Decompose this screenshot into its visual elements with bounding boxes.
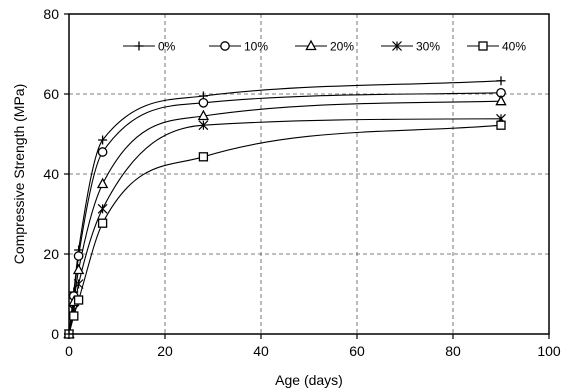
legend-item: 40% [467, 40, 526, 54]
data-point-marker [97, 147, 108, 157]
data-point-marker [97, 203, 108, 214]
grid-lines [69, 14, 549, 334]
legend-marker [305, 39, 317, 51]
y-tick-label: 0 [51, 326, 59, 342]
data-point-marker [198, 97, 209, 108]
y-tick-label: 40 [43, 166, 59, 182]
x-tick-label: 40 [253, 343, 269, 359]
y-axis-title: Compressive Strength (MPa) [11, 84, 27, 265]
legend-marker [478, 41, 488, 51]
data-point-marker [197, 109, 210, 121]
legend-label: 30% [416, 40, 440, 54]
x-tick-label: 80 [445, 343, 461, 359]
legend-item: 20% [295, 40, 354, 54]
legend-label: 40% [502, 40, 526, 54]
data-point-marker [495, 94, 507, 106]
y-tick-label: 80 [43, 6, 59, 22]
x-tick-label: 100 [537, 343, 561, 359]
data-point-marker [96, 177, 109, 189]
legend-item: 0% [123, 40, 176, 54]
legend-label: 10% [244, 40, 268, 54]
legend-marker [392, 41, 402, 51]
legend-label: 0% [158, 40, 176, 54]
legend-marker [220, 41, 230, 51]
x-tick-label: 0 [65, 343, 73, 359]
x-axis-title: Age (days) [275, 372, 343, 388]
legend-item: 30% [381, 40, 440, 54]
legend-marker [134, 41, 144, 51]
legend-label: 20% [330, 40, 354, 54]
x-tick-label: 60 [349, 343, 365, 359]
data-point-marker [198, 152, 209, 162]
data-point-marker [97, 218, 108, 228]
data-point-marker [72, 263, 85, 275]
axis-ticks: 0 20 40 60 80 100 0 20 40 60 80 [43, 6, 560, 359]
data-point-marker [73, 295, 84, 305]
y-tick-label: 60 [43, 86, 59, 102]
y-tick-label: 20 [43, 246, 59, 262]
x-tick-label: 20 [157, 343, 173, 359]
legend: 0% 10% 20% 30% 40% [123, 40, 526, 54]
data-point-marker [198, 120, 209, 131]
data-point-marker [73, 279, 84, 289]
legend-item: 10% [209, 40, 268, 54]
data-point-marker [98, 135, 108, 145]
data-point-marker [496, 76, 506, 86]
data-point-marker [496, 120, 506, 130]
data-point-marker [69, 311, 79, 321]
data-point-marker [73, 251, 84, 261]
